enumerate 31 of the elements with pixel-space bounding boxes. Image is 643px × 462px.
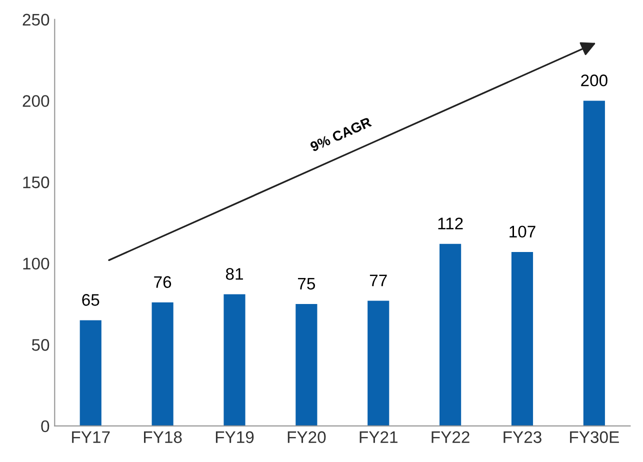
annotation: 9% CAGR [310,116,372,152]
y-tick-label: 250 [22,14,50,26]
data-label: 107 [510,226,536,238]
x-tick-label: FY19 [216,431,254,444]
x-tick-label: FY22 [432,431,470,443]
x-tick-label: FY17 [72,431,110,443]
y-tick-label: 200 [22,95,50,107]
data-label: 77 [370,274,387,286]
data-label: 200 [581,74,608,86]
data-label: 112 [438,218,463,230]
bar [224,294,246,426]
x-tick-label: FY21 [360,431,398,443]
y-tick-label: 150 [23,176,50,188]
bar [152,302,174,426]
bar [511,252,534,426]
bar [368,300,390,426]
bar [583,100,605,426]
data-label: 81 [226,268,243,280]
x-tick-label: FY30E [570,431,619,444]
data-label: 76 [154,276,172,288]
data-label: 65 [82,294,100,306]
x-tick-label: FY23 [504,431,542,444]
data-label: 75 [298,278,315,290]
bar [296,304,318,426]
bar [80,320,102,426]
y-tick-label: 100 [23,258,50,270]
x-tick-label: FY20 [288,431,326,444]
y-tick-label: 50 [32,339,50,351]
bar [440,244,462,426]
x-tick-label: FY18 [144,431,182,444]
y-tick-label: 0 [41,420,50,432]
